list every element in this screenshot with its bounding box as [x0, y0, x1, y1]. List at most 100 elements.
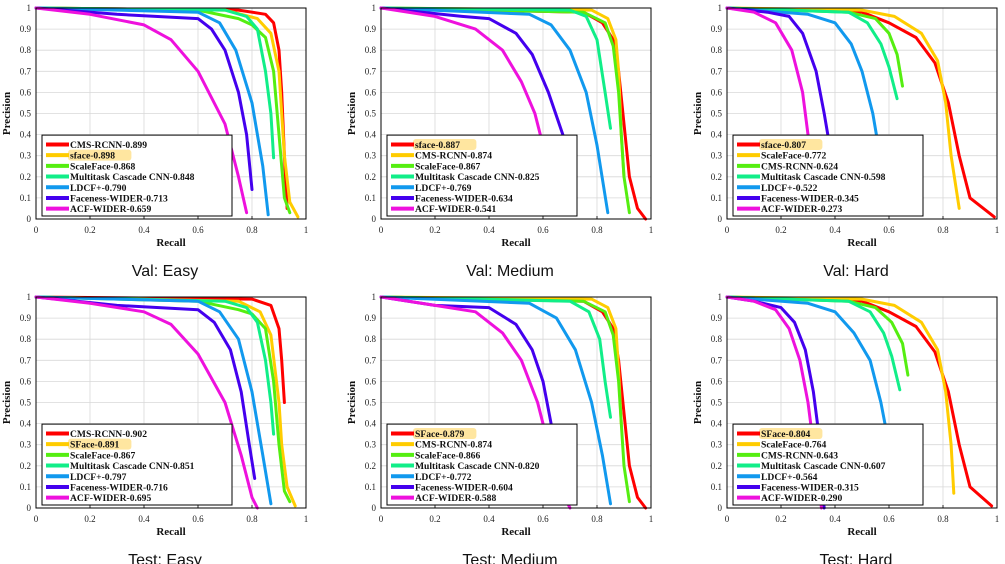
- x-tick-label: 0: [725, 514, 730, 524]
- y-tick-label: 1: [27, 292, 32, 302]
- y-tick-label: 0.9: [365, 24, 377, 34]
- legend-highlight: [759, 138, 823, 150]
- y-tick-label: 0.1: [365, 193, 376, 203]
- plot-border: [35, 7, 307, 220]
- chart-panel: 0 0.2 0.4 0.6 0.8 1 0 0.1 0.2 0.3 0.4 0.5 0.6 0.7 0.8 0…: [1, 292, 308, 564]
- x-tick-label: 0.6: [883, 225, 895, 235]
- y-tick-label: 0.5: [365, 109, 377, 119]
- legend-entry: SFace-0.891: [70, 440, 119, 451]
- x-tick-label: 0.4: [829, 225, 841, 235]
- series-line: [725, 295, 902, 392]
- y-axis-label: Precision: [1, 381, 13, 424]
- y-axis-label: Precision: [346, 381, 358, 424]
- chart-title: Test: Easy: [128, 552, 202, 564]
- y-tick-label: 0.5: [365, 398, 377, 408]
- legend-entry: Multitask Cascade CNN-0.607: [761, 461, 886, 472]
- legend-entry: Faceness-WIDER-0.716: [70, 482, 168, 493]
- legend-entry: Faceness-WIDER-0.713: [70, 193, 168, 204]
- legend: sface-0.887CMS-RCNN-0.874ScaleFace-0.867…: [386, 134, 578, 217]
- series-line: [34, 295, 286, 404]
- legend: SFace-0.879CMS-RCNN-0.874ScaleFace-0.866…: [386, 423, 578, 506]
- chart-panel: 0 0.2 0.4 0.6 0.8 1 0 0.1 0.2 0.3 0.4 0.5 0.6 0.7 0.8 0…: [346, 292, 653, 564]
- legend: sface-0.807ScaleFace-0.772CMS-RCNN-0.624…: [732, 134, 924, 217]
- series-line: [34, 295, 259, 510]
- x-tick-label: 0.4: [483, 514, 495, 524]
- y-tick-label: 0.4: [711, 419, 723, 429]
- legend-entry: SFace-0.879: [415, 429, 464, 440]
- y-tick-label: 0.2: [711, 172, 722, 182]
- x-axis-label: Recall: [156, 237, 185, 249]
- y-tick-label: 0.3: [20, 440, 32, 450]
- x-tick-label: 0.6: [192, 225, 204, 235]
- x-tick-label: 0: [379, 514, 384, 524]
- x-tick-label: 0.4: [138, 225, 150, 235]
- legend-entry: ScaleFace-0.772: [761, 151, 826, 162]
- y-tick-label: 0.6: [711, 376, 723, 386]
- x-tick-label: 0.6: [192, 514, 204, 524]
- x-tick-label: 0.2: [84, 225, 95, 235]
- plot-border: [726, 296, 998, 509]
- x-axis-label: Recall: [501, 526, 530, 538]
- y-tick-label: 0.9: [20, 313, 32, 323]
- legend-entry: Multitask Cascade CNN-0.825: [415, 172, 540, 183]
- legend-entry: ACF-WIDER-0.273: [761, 204, 842, 215]
- y-tick-label: 0.7: [711, 66, 723, 76]
- series-line: [34, 295, 257, 480]
- y-tick-label: 0.1: [20, 193, 31, 203]
- legend: CMS-RCNN-0.902SFace-0.891ScaleFace-0.867…: [41, 423, 233, 506]
- y-tick-label: 0.6: [20, 376, 32, 386]
- y-tick-label: 1: [372, 3, 377, 13]
- series-line: [34, 6, 254, 191]
- y-tick-label: 0.8: [20, 334, 32, 344]
- x-tick-label: 0.6: [537, 514, 549, 524]
- legend-entry: Faceness-WIDER-0.604: [415, 482, 513, 493]
- chart-panel: 0 0.2 0.4 0.6 0.8 1 0 0.1 0.2 0.3 0.4 0.5 0.6 0.7 0.8 0…: [1, 3, 308, 280]
- y-tick-label: 0: [372, 503, 377, 513]
- legend-entry: CMS-RCNN-0.899: [70, 140, 147, 151]
- y-tick-label: 0.6: [365, 376, 377, 386]
- series-line: [34, 295, 297, 508]
- legend-highlight: [68, 149, 132, 161]
- y-tick-label: 0.4: [20, 130, 32, 140]
- legend-box: [41, 134, 233, 217]
- legend-entry: CMS-RCNN-0.874: [415, 151, 492, 162]
- series-line: [34, 295, 276, 436]
- y-tick-label: 0.2: [20, 461, 31, 471]
- y-axis-label: Precision: [1, 92, 13, 135]
- y-tick-label: 0.3: [20, 151, 32, 161]
- series-line: [34, 6, 270, 217]
- y-tick-label: 0.5: [20, 109, 32, 119]
- legend-highlight: [413, 138, 477, 150]
- legend-entry: CMS-RCNN-0.624: [761, 161, 838, 172]
- legend-entry: LDCF+-0.790: [70, 183, 127, 194]
- x-tick-label: 0.8: [591, 225, 603, 235]
- legend-entry: LDCF+-0.797: [70, 472, 127, 483]
- plot-border: [380, 7, 652, 220]
- x-tick-label: 0: [379, 225, 384, 235]
- x-tick-label: 0: [34, 225, 39, 235]
- y-tick-label: 0: [372, 214, 377, 224]
- x-tick-label: 0: [725, 225, 730, 235]
- y-tick-label: 0.6: [711, 87, 723, 97]
- y-tick-label: 0.6: [365, 87, 377, 97]
- y-tick-label: 0.7: [365, 66, 377, 76]
- legend-entry: CMS-RCNN-0.902: [70, 429, 147, 440]
- y-tick-label: 1: [372, 292, 377, 302]
- y-tick-label: 0.4: [365, 419, 377, 429]
- legend-entry: SFace-0.804: [761, 429, 810, 440]
- x-axis-label: Recall: [156, 526, 185, 538]
- chart-title: Test: Medium: [462, 552, 557, 564]
- y-tick-label: 0.3: [711, 440, 723, 450]
- legend-entry: ACF-WIDER-0.290: [761, 493, 842, 504]
- y-tick-label: 0.9: [711, 24, 723, 34]
- x-tick-label: 0.2: [84, 514, 95, 524]
- legend-highlight: [68, 438, 132, 450]
- y-tick-label: 0.9: [365, 313, 377, 323]
- legend: CMS-RCNN-0.899sface-0.898ScaleFace-0.868…: [41, 134, 233, 217]
- legend-entry: sface-0.887: [415, 140, 460, 151]
- y-tick-label: 0.2: [365, 461, 376, 471]
- x-tick-label: 0.8: [246, 225, 258, 235]
- y-tick-label: 0.7: [20, 355, 32, 365]
- legend-entry: Faceness-WIDER-0.315: [761, 482, 859, 493]
